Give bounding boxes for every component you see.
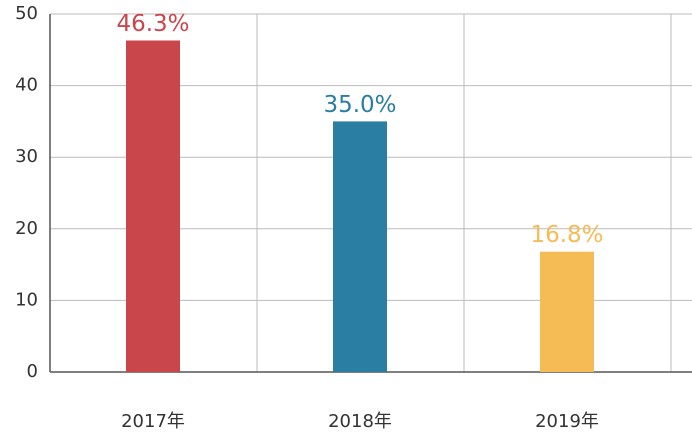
value-label: 46.3% <box>116 11 189 37</box>
x-tick-label: 2017年 <box>121 411 185 432</box>
x-tick-label: 2019年 <box>535 411 599 432</box>
bar <box>126 40 180 372</box>
y-tick-label: 30 <box>15 146 38 167</box>
y-tick-label: 40 <box>15 75 38 96</box>
bar <box>540 251 594 372</box>
y-tick-label: 10 <box>15 289 38 310</box>
value-label: 16.8% <box>530 222 603 248</box>
x-tick-label: 2018年 <box>328 411 392 432</box>
y-tick-label: 50 <box>15 3 38 24</box>
bar <box>333 121 387 373</box>
y-tick-label: 0 <box>27 361 38 382</box>
y-tick-label: 20 <box>15 218 38 239</box>
value-label: 35.0% <box>323 92 396 118</box>
